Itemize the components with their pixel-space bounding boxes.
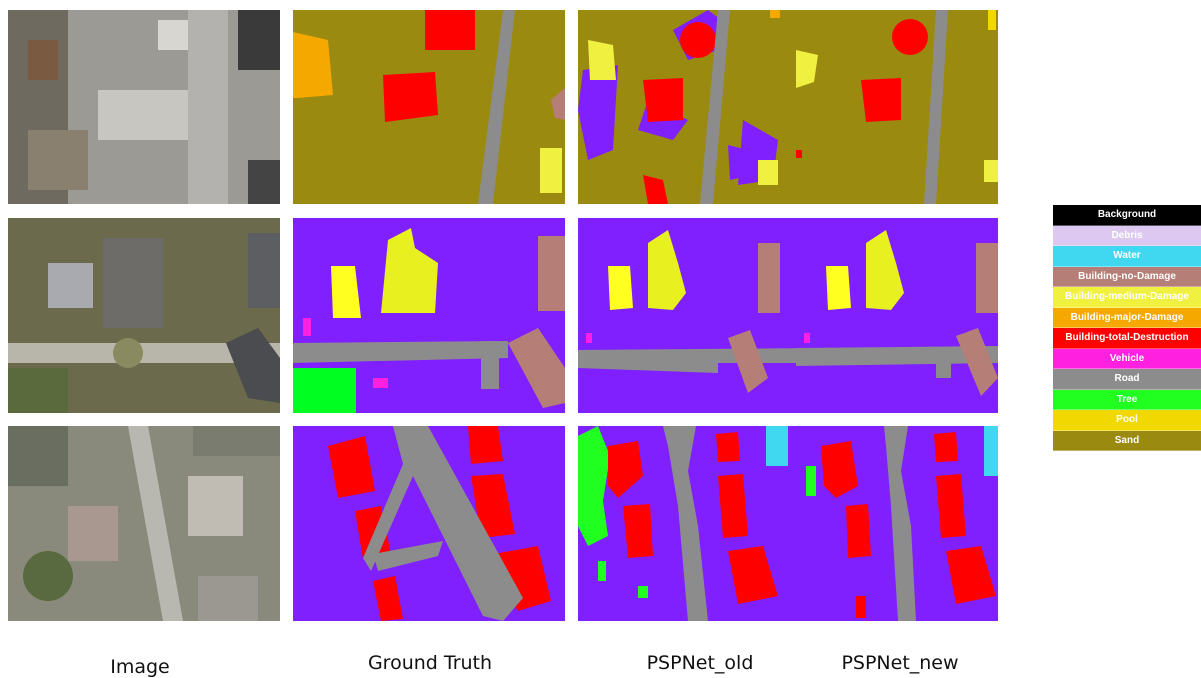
legend-item: Sand [1053,431,1201,452]
aerial-image-row-1 [8,10,280,204]
legend-item: Building-total-Destruction [1053,328,1201,349]
legend-item: Pool [1053,410,1201,431]
legend-item: Debris [1053,226,1201,247]
legend-item: Building-medium-Damage [1053,287,1201,308]
column-label-ground-truth: Ground Truth [330,652,530,674]
ground-truth-row-2 [293,218,565,413]
legend-item: Road [1053,369,1201,390]
ground-truth-row-1 [293,10,565,204]
aerial-image-row-2 [8,218,280,413]
legend-item: Building-major-Damage [1053,308,1201,329]
ground-truth-row-3 [293,426,565,621]
class-legend: Background Debris Water Building-no-Damage B… [1053,205,1201,451]
column-label-pspnet-old: PSPNet_old [600,652,800,674]
legend-item: Vehicle [1053,349,1201,370]
legend-item: Building-no-Damage [1053,267,1201,288]
legend-item: Tree [1053,390,1201,411]
column-label-pspnet-new: PSPNet_new [800,652,1000,674]
pspnet-new-row-3 [796,426,998,621]
aerial-image-row-3 [8,426,280,621]
pspnet-new-row-1 [796,10,998,204]
legend-item: Background [1053,205,1201,226]
legend-item: Water [1053,246,1201,267]
pspnet-new-row-2 [796,218,998,413]
